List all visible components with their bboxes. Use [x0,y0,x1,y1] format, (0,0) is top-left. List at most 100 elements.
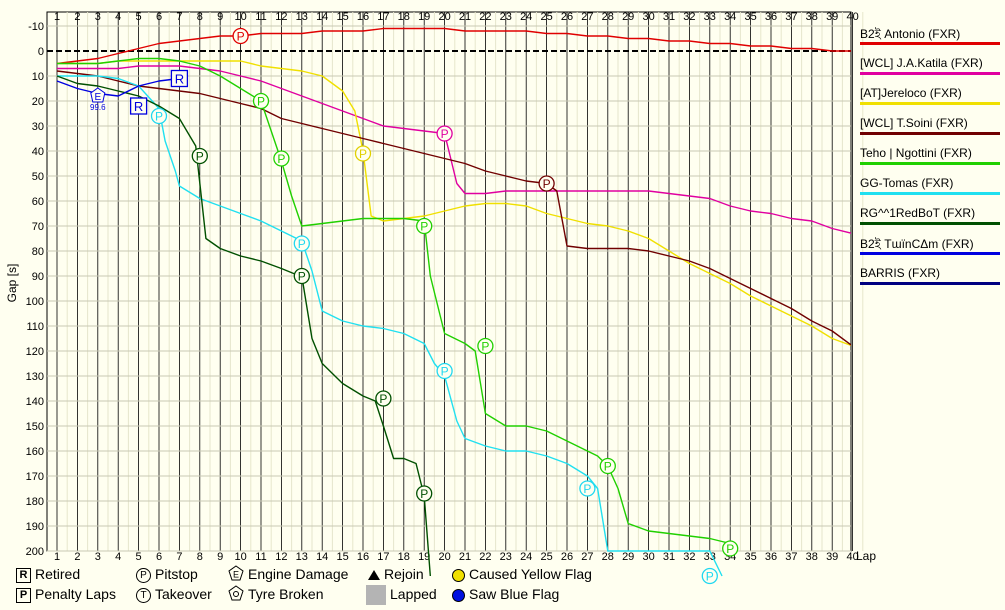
legend-item: GG-Tomas (FXR) [860,174,1000,204]
key-engine-damage: E Engine Damage [228,564,348,584]
pitstop-marker [191,147,208,165]
x-tick-label-bottom: 10 [234,551,246,563]
legend-item-label: BARRIS (FXR) [860,266,941,280]
x-tick-label-bottom: 24 [520,551,532,563]
x-tick-label-bottom: 37 [785,551,797,563]
x-tick-label-top: 5 [136,11,142,23]
legend-item-label: GG-Tomas (FXR) [860,176,954,190]
pitstop-marker-letter: P [706,570,714,584]
y-tick-label: 120 [26,346,44,358]
tyre-broken-icon [228,585,244,606]
y-tick-label: 30 [32,121,44,133]
x-tick-label-bottom: 30 [642,551,654,563]
x-tick-label-bottom: 39 [826,551,838,563]
pitstop-marker [477,337,494,355]
x-tick-label-top: 38 [806,11,818,23]
legend-item-swatch [860,282,1000,285]
key-tyre-broken: Tyre Broken [228,584,323,604]
series-line [57,75,723,577]
series-line [56,70,851,346]
pitstop-marker [538,175,555,192]
x-tick-label-bottom: 11 [255,551,266,563]
pitstop-marker [273,150,290,167]
series-line [57,57,731,545]
legend-item: [WCL] J.A.Katila (FXR) [860,54,1000,84]
key-penalty-laps: P Penalty Laps [16,584,116,604]
retired-marker-letter: R [175,72,184,87]
pitstop-marker [701,567,718,585]
axis-layer: 1122334455667788991010111112121313141415… [5,11,876,563]
x-tick-label-top: 34 [724,11,736,23]
series-line [56,27,851,65]
x-tick-label-bottom: 40 [846,551,858,563]
legend-item-swatch [860,192,1000,195]
retired-box-icon: R [16,567,31,583]
legend-item: [AT]Jereloco (FXR) [860,84,1000,114]
y-tick-label: 160 [26,446,44,458]
x-tick-label-top: 33 [704,11,716,23]
x-tick-label-top: 37 [785,11,797,23]
x-tick-label-bottom: 38 [806,551,818,563]
key-penalty-laps-label: Penalty Laps [35,586,116,602]
series-line [56,77,180,97]
x-tick-label-bottom: 32 [683,551,695,563]
key-caused-yellow-label: Caused Yellow Flag [469,566,592,582]
y-tick-label: 200 [26,546,44,558]
key-pitstop: P Pitstop [136,564,198,584]
y-tick-label: 100 [26,296,44,308]
x-tick-label-top: 30 [642,11,654,23]
pitstop-marker-letter: P [196,150,204,164]
pitstop-marker [232,27,249,45]
x-tick-label-top: 4 [115,11,121,23]
pitstop-marker-letter: P [379,392,387,406]
x-tick-label-bottom: 12 [275,551,287,563]
pitstop-marker-letter: P [543,177,551,191]
plot-area [46,11,852,552]
pitstop-marker [436,362,453,380]
pitstop-marker-letter: P [481,340,489,354]
legend-item-label: B2ই Antonio (FXR) [860,27,961,41]
retired-marker [129,97,148,115]
grid-layer [46,11,864,552]
x-tick-label-top: 19 [418,11,430,23]
y-tick-label: 130 [26,371,44,383]
legend-item-label: B2ই TɯïnCΔm (FXR) [860,237,974,251]
pitstop-marker-letter: P [277,152,285,166]
legend-item: RG^^1RedBoT (FXR) [860,204,1000,234]
legend-item: B2ই TɯïnCΔm (FXR) [860,234,1000,264]
x-tick-label-bottom: 29 [622,551,634,563]
legend-item: [WCL] T.Soini (FXR) [860,114,1000,144]
x-tick-label-top: 6 [156,11,162,23]
legend-item: BARRIS (FXR) [860,264,1000,294]
legend-item-label: [WCL] T.Soini (FXR) [860,116,968,130]
yellow-flag-dot-icon [452,568,465,582]
x-tick-label-top: 17 [377,11,389,23]
x-tick-label-top: 25 [540,11,552,23]
pitstop-marker [293,235,310,252]
pitstop-marker-letter: P [298,270,306,284]
x-tick-label-top: 18 [398,11,410,23]
x-tick-label-top: 8 [197,11,203,23]
x-tick-label-top: 24 [520,11,532,23]
x-tick-label-top: 23 [500,11,512,23]
pitstop-marker [375,390,392,407]
x-tick-label-bottom: 20 [438,551,450,563]
x-tick-label-bottom: 14 [316,551,328,563]
legend-item-swatch [860,72,1000,75]
x-tick-label-top: 40 [846,11,858,23]
retired-marker-letter: R [134,99,143,114]
y-tick-label: 40 [32,146,44,158]
y-tick-label: 140 [26,396,44,408]
lapped-swatch-icon [366,585,386,606]
engine-damage-value: 99.6 [90,103,106,112]
legend-item-label: [WCL] J.A.Katila (FXR) [860,56,983,70]
key-rejoin: Rejoin [368,564,424,584]
x-tick-label-bottom: 33 [704,551,716,563]
x-tick-label-top: 13 [296,11,308,23]
x-tick-label-top: 22 [479,11,491,23]
pitstop-marker-letter: P [441,127,449,141]
y-tick-label: 20 [32,96,44,108]
x-tick-label-bottom: 3 [95,551,101,563]
pitstop-marker [599,457,616,475]
